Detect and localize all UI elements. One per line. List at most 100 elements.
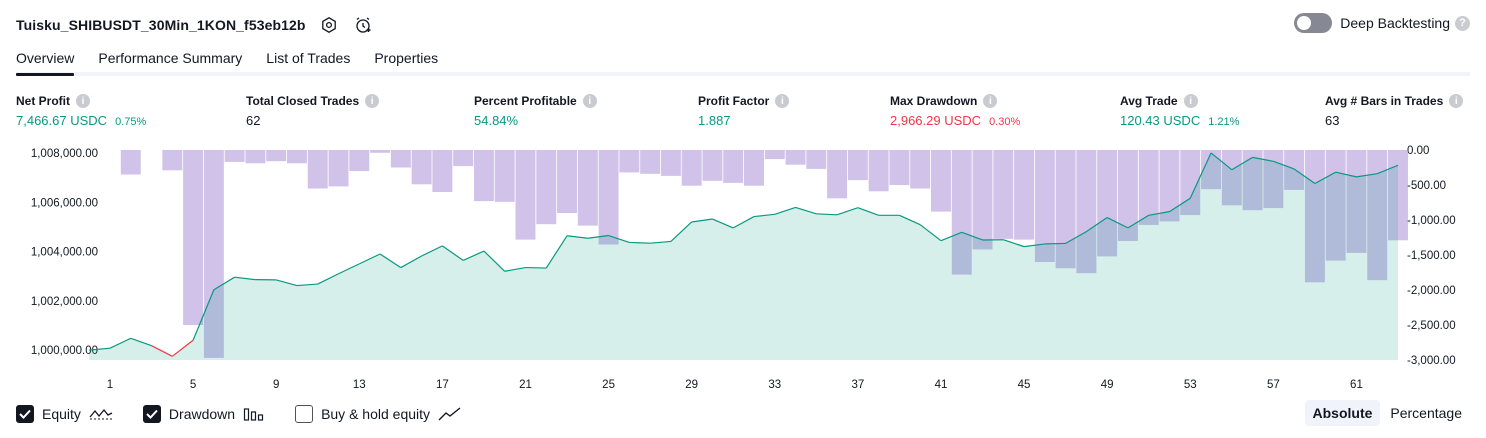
help-icon[interactable]: ? [1455,15,1470,31]
drawdown-bar [972,150,993,250]
drawdown-bar [1388,150,1408,241]
drawdown-bar [1242,150,1263,211]
add-alert-icon[interactable] [352,14,374,36]
drawdown-bar [224,150,245,162]
metric-percent: 0.30% [989,116,1021,128]
drawdown-bar [723,150,744,183]
legend-buy-hold[interactable]: Buy & hold equity [295,405,462,423]
metric-label: Avg # Bars in Trades [1325,94,1444,108]
mode-percentage[interactable]: Percentage [1390,405,1462,421]
metric-avg-bars-in-trades: Avg # Bars in Trades i 63 [1325,93,1464,129]
legend-equity[interactable]: Equity [16,405,113,423]
equity-line-segment [753,213,775,218]
equity-line-segment [1189,152,1212,199]
info-icon[interactable]: i [775,94,790,108]
x-axis-tick-label: 57 [1267,379,1280,391]
info-icon[interactable]: i [1183,94,1198,108]
drawdown-bar [847,150,868,181]
metric-value: 120.43 USDC [1120,113,1201,128]
equity-line-segment [587,234,609,239]
info-icon[interactable]: i [76,94,90,108]
equity-line-segment [192,289,215,341]
metrics-row: Net Profit i 7,466.67 USDC 0.75% Total Clo… [16,93,1470,133]
equity-line-segment [712,218,734,229]
tab-performance-summary[interactable]: Performance Summary [98,50,243,66]
left-axis-tick-label: 1,006,000.00 [31,197,98,209]
drawdown-bar [557,150,578,213]
equity-line-segment [234,276,256,281]
info-icon[interactable]: i [582,94,597,108]
mode-absolute[interactable]: Absolute [1304,400,1381,426]
drawdown-bar [640,150,661,174]
drawdown-bar [993,150,1014,239]
equity-line-segment [442,245,464,261]
metric-label: Profit Factor [698,94,770,108]
x-axis-tick-label: 17 [436,379,449,391]
equity-checkbox[interactable] [16,405,34,423]
info-icon[interactable]: i [365,94,380,108]
tab-properties[interactable]: Properties [374,50,439,66]
chart-legend: Equity Drawdown Buy & hold equity [16,403,492,425]
drawdown-bar [266,150,287,162]
right-axis-tick-label: -2,500.00 [1407,320,1456,332]
drawdown-bar [889,150,910,185]
equity-line-segment [650,240,671,244]
drawdown-bar [1284,150,1305,190]
equity-line-segment [1127,214,1150,229]
equity-line-segment [1210,152,1233,171]
equity-drawdown-chart[interactable]: 1,008,000.00 1,006,000.00 1,004,000.00 1,00… [0,140,1486,396]
equity-line-segment [317,273,339,285]
settings-icon[interactable] [318,14,340,36]
drawdown-bar [1138,150,1159,225]
drawdown-bar [286,150,307,164]
left-axis-tick-label: 1,002,000.00 [31,296,98,308]
info-icon[interactable]: i [983,94,998,108]
metric-value: 63 [1325,113,1340,128]
legend-drawdown[interactable]: Drawdown [142,405,265,423]
x-axis-tick-label: 41 [935,379,948,391]
drawdown-bars-icon [243,406,265,422]
equity-line-segment [940,231,962,242]
buy-hold-checkbox[interactable] [295,405,314,423]
drawdown-bar [411,150,432,185]
equity-line-segment [1377,164,1399,175]
left-axis: 1,008,000.00 1,006,000.00 1,004,000.00 1,00… [31,148,98,357]
drawdown-bar [1014,150,1035,240]
metric-value: 1.887 [698,113,731,128]
drawdown-bar [930,150,951,212]
equity-line-segment [1273,160,1295,170]
equity-line-segment [483,250,506,272]
equity-line-segment [795,206,817,215]
equity-line-segment [359,253,381,265]
equity-line-segment [1169,197,1191,213]
strategy-title: Tuisku_SHIBUSDT_30Min_1KON_f53eb12b [16,17,306,33]
equity-line-segment [919,224,942,242]
metric-value: 2,966.29 USDC [890,113,982,128]
equity-line-segment [629,241,651,244]
metric-percent: 1.21% [1208,116,1240,128]
metric-total-closed-trades: Total Closed Trades i 62 [246,93,380,129]
drawdown-checkbox[interactable] [142,405,161,423]
x-axis: 1 5 9 13 17 21 25 29 33 37 41 45 49 53 57 61 [107,379,1363,391]
right-axis-tick-label: -2,000.00 [1407,285,1456,297]
left-axis-tick-label: 1,008,000.00 [31,148,98,160]
drawdown-bar [370,150,391,153]
tab-list-of-trades[interactable]: List of Trades [266,50,351,66]
legend-label: Equity [42,406,81,422]
drawdown-bar [785,150,806,165]
metric-label: Avg Trade [1120,94,1178,108]
drawdown-bar [453,150,474,167]
equity-line-segment [1023,243,1045,248]
equity-line-segment [545,235,568,269]
legend-label: Drawdown [168,406,236,422]
equity-line [89,152,1399,357]
drawdown-bar [1263,150,1284,209]
equity-line-segment [1293,168,1316,185]
deep-backtesting-toggle[interactable] [1294,13,1333,33]
equity-line-segment [732,216,755,229]
right-axis-tick-label: -3,000.00 [1407,355,1456,367]
info-icon[interactable]: i [1449,94,1464,108]
x-axis-tick-label: 33 [768,379,781,391]
tab-overview[interactable]: Overview [16,46,75,76]
right-axis-tick-label: -1,000.00 [1407,215,1456,227]
